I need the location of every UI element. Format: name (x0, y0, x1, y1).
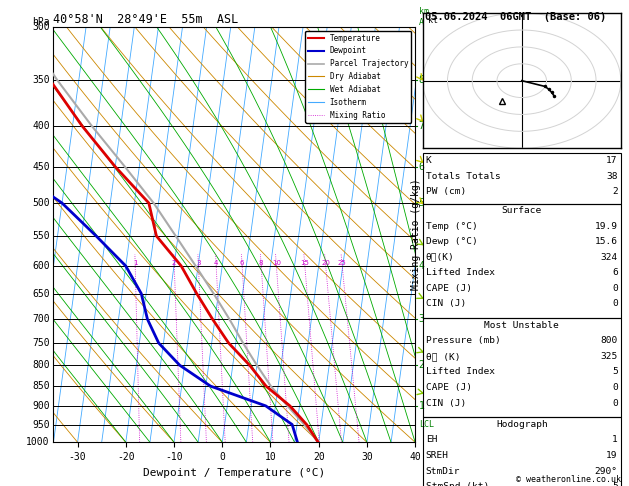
Text: 19.9: 19.9 (594, 222, 618, 231)
Text: 20: 20 (321, 260, 330, 266)
Text: 700: 700 (32, 314, 50, 324)
Text: 10: 10 (272, 260, 281, 266)
Text: 6: 6 (419, 162, 425, 172)
Text: 324: 324 (601, 253, 618, 262)
Text: 15.6: 15.6 (594, 237, 618, 246)
Text: Hodograph: Hodograph (496, 420, 548, 429)
Text: 1: 1 (419, 401, 425, 411)
Text: 8: 8 (419, 75, 425, 85)
Text: 0: 0 (612, 383, 618, 392)
Text: 6: 6 (240, 260, 244, 266)
Legend: Temperature, Dewpoint, Parcel Trajectory, Dry Adiabat, Wet Adiabat, Isotherm, Mi: Temperature, Dewpoint, Parcel Trajectory… (305, 31, 411, 122)
Text: 0: 0 (612, 299, 618, 309)
Text: 2: 2 (172, 260, 176, 266)
Text: 7: 7 (419, 121, 425, 131)
Text: Lifted Index: Lifted Index (426, 367, 495, 377)
Text: 40°58'N  28°49'E  55m  ASL: 40°58'N 28°49'E 55m ASL (53, 13, 239, 26)
Text: EH: EH (426, 435, 437, 445)
Text: 800: 800 (32, 360, 50, 370)
Text: Mixing Ratio (g/kg): Mixing Ratio (g/kg) (411, 179, 421, 290)
Text: 2: 2 (419, 360, 425, 370)
Text: CAPE (J): CAPE (J) (426, 383, 472, 392)
Text: K: K (426, 156, 431, 165)
Text: 15: 15 (300, 260, 309, 266)
Text: 850: 850 (32, 381, 50, 391)
Text: 8: 8 (259, 260, 264, 266)
Text: 1000: 1000 (26, 437, 50, 447)
Text: StmDir: StmDir (426, 467, 460, 476)
Text: 800: 800 (601, 336, 618, 346)
Text: 19: 19 (606, 451, 618, 460)
Text: 5: 5 (612, 367, 618, 377)
Text: 3: 3 (196, 260, 201, 266)
Text: Pressure (mb): Pressure (mb) (426, 336, 501, 346)
Text: 290°: 290° (594, 467, 618, 476)
Text: 400: 400 (32, 121, 50, 131)
Text: km
ASL: km ASL (419, 7, 434, 27)
Text: 650: 650 (32, 289, 50, 298)
Text: 05.06.2024  06GMT  (Base: 06): 05.06.2024 06GMT (Base: 06) (425, 12, 606, 22)
Text: θᴇ(K): θᴇ(K) (426, 253, 455, 262)
Text: 38: 38 (606, 172, 618, 181)
Text: 300: 300 (32, 22, 50, 32)
Text: θᴇ (K): θᴇ (K) (426, 352, 460, 361)
Text: 1: 1 (133, 260, 137, 266)
Text: 900: 900 (32, 401, 50, 411)
Text: CIN (J): CIN (J) (426, 299, 466, 309)
Text: Surface: Surface (502, 206, 542, 215)
Text: © weatheronline.co.uk: © weatheronline.co.uk (516, 474, 621, 484)
Text: 5: 5 (612, 482, 618, 486)
Text: Temp (°C): Temp (°C) (426, 222, 477, 231)
Text: 325: 325 (601, 352, 618, 361)
Text: 0: 0 (612, 284, 618, 293)
Text: 4: 4 (214, 260, 218, 266)
Text: 550: 550 (32, 231, 50, 241)
Text: Totals Totals: Totals Totals (426, 172, 501, 181)
Text: 500: 500 (32, 198, 50, 208)
Text: 2: 2 (612, 187, 618, 196)
Text: Lifted Index: Lifted Index (426, 268, 495, 278)
Text: 450: 450 (32, 162, 50, 172)
Text: StmSpd (kt): StmSpd (kt) (426, 482, 489, 486)
Text: CAPE (J): CAPE (J) (426, 284, 472, 293)
Text: hPa: hPa (32, 17, 50, 27)
Text: 1: 1 (612, 435, 618, 445)
Text: 3: 3 (419, 314, 425, 324)
Text: PW (cm): PW (cm) (426, 187, 466, 196)
Text: 350: 350 (32, 75, 50, 85)
X-axis label: Dewpoint / Temperature (°C): Dewpoint / Temperature (°C) (143, 468, 325, 478)
Text: 4: 4 (419, 261, 425, 271)
Text: kt: kt (428, 16, 438, 25)
Text: 5: 5 (419, 198, 425, 208)
Text: SREH: SREH (426, 451, 449, 460)
Text: CIN (J): CIN (J) (426, 399, 466, 408)
Text: 0: 0 (612, 399, 618, 408)
Text: 950: 950 (32, 419, 50, 430)
Text: 6: 6 (612, 268, 618, 278)
Text: 750: 750 (32, 338, 50, 348)
Text: 17: 17 (606, 156, 618, 165)
Text: Dewp (°C): Dewp (°C) (426, 237, 477, 246)
Text: 600: 600 (32, 261, 50, 271)
Text: 25: 25 (338, 260, 347, 266)
Text: LCL: LCL (419, 420, 434, 429)
Text: Most Unstable: Most Unstable (484, 321, 559, 330)
